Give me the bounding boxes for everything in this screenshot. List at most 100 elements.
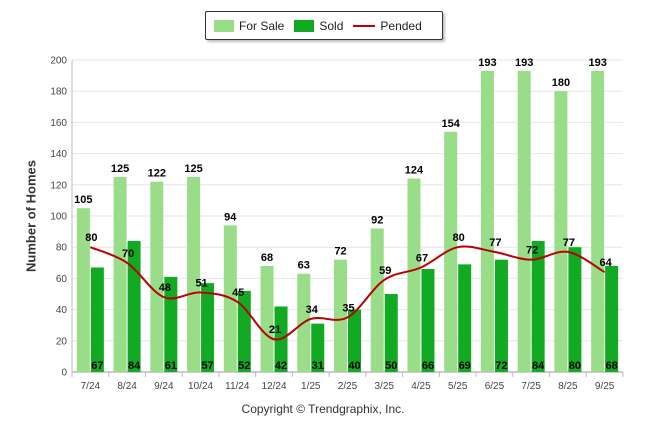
bar-sold [164, 276, 178, 372]
sold-value-label: 50 [385, 360, 397, 372]
x-tick-label: 7/25 [521, 381, 541, 392]
legend-swatch-for-sale [214, 19, 234, 32]
x-tick-label: 9/25 [595, 381, 615, 392]
x-axis: 7/24 8/24 9/24 10/24 11/24 12/24 1/25 2/25 3/25 4… [71, 372, 624, 392]
bar-for-sale [517, 70, 531, 373]
pended-value-label: 48 [159, 282, 171, 294]
bar-sold [348, 309, 361, 372]
pended-value-label: 67 [416, 252, 428, 264]
pended-value-label: 80 [85, 232, 97, 244]
y-tick-label: 0 [61, 368, 67, 379]
for-sale-value-label: 154 [442, 118, 461, 130]
bar-for-sale [113, 177, 127, 372]
pended-value-label: 35 [342, 302, 354, 314]
pended-value-label: 51 [195, 277, 207, 289]
sold-value-label: 69 [459, 360, 471, 372]
x-tick-label: 12/24 [262, 381, 287, 392]
for-sale-value-label: 92 [371, 214, 383, 226]
legend-label-sold: Sold [319, 18, 344, 33]
x-tick-label: 2/25 [338, 381, 358, 392]
for-sale-value-label: 105 [74, 194, 92, 206]
y-tick-label: 160 [50, 118, 67, 129]
for-sale-value-label: 193 [588, 57, 606, 69]
for-sale-value-label: 180 [552, 77, 570, 89]
y-tick-label: 80 [56, 243, 68, 254]
bar-for-sale [480, 70, 494, 373]
pended-line-series [89, 245, 606, 341]
x-tick-label: 11/24 [225, 381, 250, 392]
x-tick-label: 10/24 [188, 381, 213, 392]
bar-sold [458, 264, 472, 372]
for-sale-value-label: 125 [184, 163, 202, 175]
pended-value-label: 59 [379, 265, 391, 277]
sold-value-label: 42 [275, 360, 287, 372]
pended-value-label: 64 [600, 257, 613, 269]
sold-value-label: 52 [238, 360, 250, 372]
x-tick-label: 4/25 [411, 381, 431, 392]
for-sale-value-label: 94 [224, 211, 237, 223]
sold-value-label: 66 [422, 360, 434, 372]
legend-label-for-sale: For Sale [239, 18, 285, 33]
for-sale-value-label: 124 [405, 165, 424, 177]
pended-value-label: 72 [526, 245, 538, 257]
legend-item-for-sale[interactable]: For Sale [214, 19, 284, 33]
y-axis-title: Number of Homes [23, 160, 39, 272]
bar-for-sale [407, 178, 421, 372]
data-labels: 105 67 125 84 122 61 125 57 94 52 68 42 63 31 72 40 92 50… [74, 57, 618, 372]
pended-value-label: 34 [306, 304, 319, 316]
bar-sold [421, 269, 435, 372]
legend-swatch-sold [294, 19, 315, 32]
y-tick-label: 140 [50, 149, 67, 160]
sold-value-label: 67 [91, 360, 103, 372]
sold-value-label: 84 [532, 360, 545, 372]
y-tick-label: 100 [50, 212, 67, 223]
x-tick-label: 8/25 [558, 381, 578, 392]
y-tick-label: 60 [56, 274, 68, 285]
copyright: Copyright © Trendgraphix, Inc. [241, 402, 405, 416]
x-tick-label: 8/24 [117, 381, 137, 392]
legend-label-pended: Pended [380, 18, 422, 33]
grid-lines [72, 59, 623, 373]
sold-value-label: 72 [495, 360, 507, 372]
bar-for-sale [76, 208, 90, 372]
y-tick-label: 120 [50, 180, 67, 191]
bar-for-sale [591, 70, 605, 373]
for-sale-value-label: 193 [478, 57, 496, 69]
for-sale-value-label: 72 [334, 246, 346, 258]
bar-sold [531, 240, 545, 372]
x-tick-label: 7/24 [81, 381, 101, 392]
pended-value-label: 45 [232, 287, 244, 299]
for-sale-value-label: 122 [148, 168, 166, 180]
y-axis: 0 20 40 60 80 100 120 140 160 180 200 [50, 56, 73, 379]
bar-for-sale [150, 181, 164, 372]
x-tick-label: 9/24 [154, 381, 174, 392]
for-sale-value-label: 125 [111, 163, 129, 175]
bar-for-sale [334, 259, 347, 372]
pended-value-label: 70 [122, 248, 134, 260]
x-tick-label: 3/25 [374, 381, 394, 392]
legend-swatch-pended [353, 24, 376, 27]
pended-value-label: 21 [269, 324, 281, 336]
pended-value-label: 77 [563, 237, 575, 249]
for-sale-value-label: 63 [298, 260, 310, 272]
legend-item-pended[interactable]: Pended [353, 18, 422, 33]
sold-value-label: 68 [606, 360, 618, 372]
bar-sold [568, 247, 582, 372]
pended-line [89, 245, 606, 341]
pended-value-label: 80 [453, 232, 465, 244]
y-tick-label: 180 [50, 87, 67, 98]
y-tick-label: 40 [56, 305, 68, 316]
y-tick-label: 20 [56, 336, 68, 347]
bar-for-sale [260, 265, 274, 372]
sold-value-label: 31 [312, 360, 324, 372]
sold-value-label: 40 [348, 360, 360, 372]
bar-sold [384, 294, 398, 372]
y-tick-label: 200 [50, 56, 67, 67]
bar-for-sale [187, 177, 201, 372]
bar-sold [311, 323, 325, 372]
x-tick-label: 5/25 [448, 381, 468, 392]
bar-sold [127, 240, 141, 372]
legend-item-sold[interactable]: Sold [294, 19, 343, 33]
sold-value-label: 84 [128, 360, 141, 372]
